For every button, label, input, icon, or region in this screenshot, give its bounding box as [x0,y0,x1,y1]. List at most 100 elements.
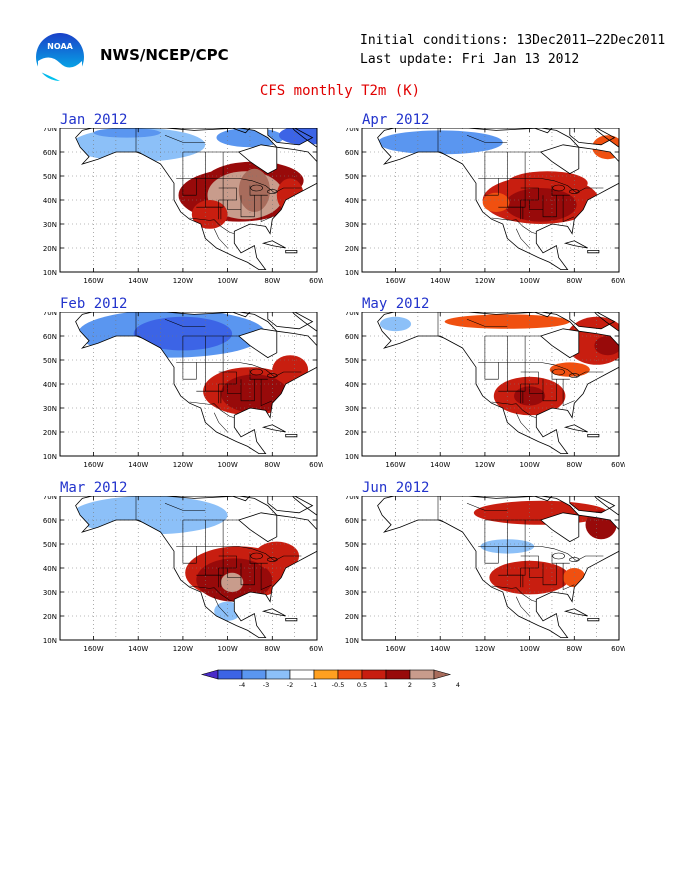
lat-tick-label: 70N [43,312,57,317]
lat-tick-label: 60N [43,149,57,157]
lon-tick-label: 140W [430,461,450,469]
lon-tick-label: 80W [264,277,280,285]
lon-tick-label: 160W [385,277,405,285]
lon-tick-label: 80W [566,277,582,285]
lat-tick-label: 40N [345,197,359,205]
anomaly-region-feb-2012-1 [133,316,233,351]
lat-tick-label: 60N [43,333,57,341]
lat-tick-label: 10N [43,453,57,461]
lat-tick-label: 30N [43,405,57,413]
colorbar-label: -1 [311,681,317,689]
lat-tick-label: 30N [345,221,359,229]
lat-tick-label: 30N [43,221,57,229]
anomaly-region-jan-2012-2 [279,128,317,145]
lat-tick-label: 40N [43,197,57,205]
map-panel-feb-2012: 70N 60N 50N 40N 30N 20N 10N 160W 140W 120W 100W 80W… [43,312,323,469]
lon-tick-label: 60W [611,645,625,653]
lat-tick-label: 70N [43,128,57,133]
lon-tick-label: 100W [519,277,539,285]
lon-tick-label: 60W [611,461,625,469]
lon-tick-label: 100W [217,461,237,469]
panel-title-jan-2012: Jan 2012 [60,112,128,128]
lat-tick-label: 50N [43,173,57,181]
organization-name: NWS/NCEP/CPC [100,46,229,64]
lon-tick-label: 140W [128,277,148,285]
lat-tick-label: 10N [345,453,359,461]
lon-tick-label: 140W [430,645,450,653]
lat-tick-label: 20N [43,245,57,253]
colorbar-swatch [337,669,363,680]
color-legend: -4 -3 -2 -1 -0.5 0.5 1 2 3 4 [200,669,460,689]
lat-tick-label: 20N [43,429,57,437]
lon-tick-label: 80W [566,645,582,653]
lon-tick-label: 120W [173,461,193,469]
anomaly-region-may-2012-0 [444,314,570,329]
main-title: CFS monthly T2m (K) [259,83,421,99]
lat-tick-label: 60N [345,149,359,157]
lon-tick-label: 60W [309,461,323,469]
anomaly-region-apr-2012-5 [482,192,510,212]
lat-tick-label: 20N [345,613,359,621]
lon-tick-label: 80W [264,645,280,653]
lon-tick-label: 80W [566,461,582,469]
lon-tick-label: 120W [475,645,495,653]
anomaly-region-apr-2012-2 [507,171,588,196]
map-panel-may-2012: 70N 60N 50N 40N 30N 20N 10N 160W 140W 120W 100W 80W… [345,312,625,469]
lon-tick-label: 100W [217,277,237,285]
svg-text:NOAA: NOAA [47,42,73,51]
colorbar-swatch [217,669,243,680]
colorbar-label: -4 [239,681,245,689]
map-panel-jan-2012: 70N 60N 50N 40N 30N 20N 10N 160W 140W 120W 100W 80W… [43,128,323,285]
lat-tick-label: 50N [43,541,57,549]
lon-tick-label: 120W [475,277,495,285]
lat-tick-label: 70N [345,312,359,317]
lon-tick-label: 160W [83,461,103,469]
colorbar-label: -2 [287,681,293,689]
panel-title-mar-2012: Mar 2012 [60,480,128,496]
colorbar-label: 2 [408,681,412,689]
lon-tick-label: 160W [83,645,103,653]
colorbar-swatch [265,669,291,680]
colorbar-arrow-left [200,669,219,680]
lat-tick-label: 20N [43,613,57,621]
lat-tick-label: 70N [345,496,359,501]
map-panel-mar-2012: 70N 60N 50N 40N 30N 20N 10N 160W 140W 120W 100W 80W… [43,496,323,653]
lon-tick-label: 140W [128,645,148,653]
lat-tick-label: 50N [43,357,57,365]
lat-tick-label: 20N [345,429,359,437]
initial-conditions-text: Initial conditions: 13Dec2011–22Dec2011 [360,33,666,48]
panel-title-apr-2012: Apr 2012 [362,112,430,128]
lon-tick-label: 160W [83,277,103,285]
lat-tick-label: 10N [43,269,57,277]
colorbar-swatch [313,669,339,680]
lon-tick-label: 60W [611,277,625,285]
lon-tick-label: 100W [217,645,237,653]
lat-tick-label: 60N [345,517,359,525]
lon-tick-label: 120W [173,645,193,653]
colorbar-label: 1 [384,681,388,689]
lat-tick-label: 50N [345,173,359,181]
lat-tick-label: 10N [345,269,359,277]
map-panel-apr-2012: 70N 60N 50N 40N 30N 20N 10N 160W 140W 120W 100W 80W… [345,128,625,285]
lat-tick-label: 10N [43,637,57,645]
anomaly-region-jan-2012-3 [93,128,161,138]
map-panel-jun-2012: 70N 60N 50N 40N 30N 20N 10N 160W 140W 120W 100W 80W… [345,496,625,653]
lon-tick-label: 100W [519,461,539,469]
lat-tick-label: 40N [43,381,57,389]
lat-tick-label: 60N [345,333,359,341]
last-update-text: Last update: Fri Jan 13 2012 [360,52,580,67]
anomaly-region-mar-2012-3 [220,572,244,592]
colorbar-swatch [361,669,387,680]
colorbar-swatch [289,669,315,680]
lat-tick-label: 30N [43,589,57,597]
lon-tick-label: 160W [385,645,405,653]
lon-tick-label: 60W [309,277,323,285]
colorbar-label: 0.5 [357,681,367,689]
colorbar-label: -3 [263,681,269,689]
lat-tick-label: 70N [345,128,359,133]
lat-tick-label: 40N [43,565,57,573]
anomaly-region-apr-2012-3 [505,188,577,222]
lon-tick-label: 140W [430,277,450,285]
colorbar-swatch [409,669,435,680]
panel-title-feb-2012: Feb 2012 [60,296,128,312]
